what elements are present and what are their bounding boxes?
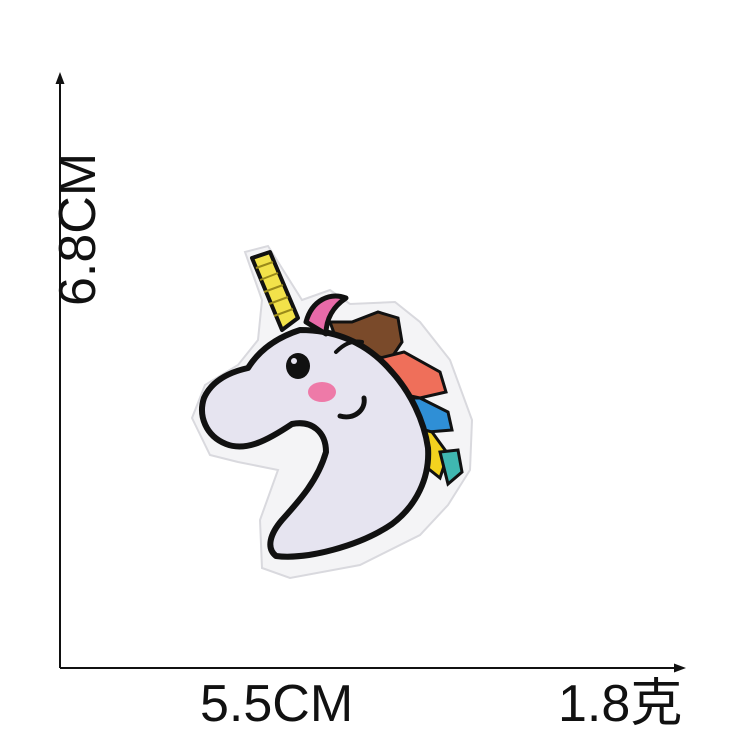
weight-label: 1.8克	[558, 675, 683, 733]
horn-stitches	[255, 261, 294, 317]
width-dimension-label: 5.5CM	[200, 675, 354, 733]
vertical-axis-arrowhead	[55, 72, 65, 84]
horizontal-axis-arrowhead	[674, 663, 686, 673]
smile	[337, 395, 367, 420]
cheek	[308, 382, 336, 402]
inner-ear-line	[334, 339, 364, 354]
ear	[303, 293, 349, 337]
unicorn-head	[199, 327, 432, 560]
mane-teal	[438, 448, 464, 487]
eye-highlight	[291, 358, 297, 364]
eye	[286, 353, 310, 379]
height-dimension-label: 6.8CM	[49, 152, 107, 306]
